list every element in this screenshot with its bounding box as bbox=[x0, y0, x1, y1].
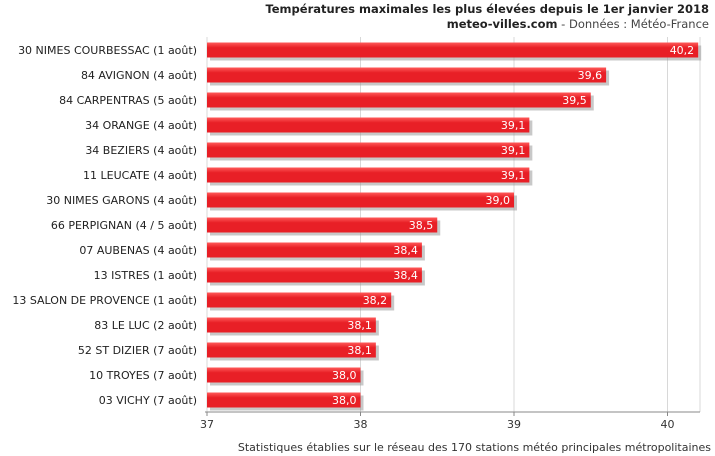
x-tick-label: 38 bbox=[354, 418, 368, 431]
bar[interactable] bbox=[207, 67, 607, 83]
category-label: 13 ISTRES (1 août) bbox=[94, 269, 197, 282]
footer-note: Statistiques établies sur le réseau des … bbox=[237, 441, 711, 454]
bar[interactable] bbox=[207, 242, 422, 258]
bar[interactable] bbox=[207, 367, 361, 383]
value-label: 39,1 bbox=[501, 144, 526, 157]
value-label: 38,4 bbox=[393, 244, 418, 257]
value-label: 38,0 bbox=[332, 369, 357, 382]
category-label: 83 LE LUC (2 août) bbox=[94, 319, 197, 332]
bar[interactable] bbox=[207, 142, 530, 158]
category-label: 11 LEUCATE (4 août) bbox=[83, 169, 197, 182]
category-label: 30 NIMES COURBESSAC (1 août) bbox=[18, 44, 197, 57]
bar[interactable] bbox=[207, 217, 438, 233]
bar[interactable] bbox=[207, 292, 392, 308]
category-label: 13 SALON DE PROVENCE (1 août) bbox=[12, 294, 197, 307]
value-label: 38,1 bbox=[347, 344, 372, 357]
value-label: 39,5 bbox=[562, 94, 587, 107]
category-label: 52 ST DIZIER (7 août) bbox=[78, 344, 197, 357]
x-tick-label: 37 bbox=[200, 418, 214, 431]
bar[interactable] bbox=[207, 267, 422, 283]
x-tick-label: 39 bbox=[507, 418, 521, 431]
data-source: - Données : Météo-France bbox=[557, 17, 709, 31]
value-label: 38,4 bbox=[393, 269, 418, 282]
value-label: 38,0 bbox=[332, 394, 357, 407]
value-label: 39,1 bbox=[501, 169, 526, 182]
bar[interactable] bbox=[207, 167, 530, 183]
x-axis: 37 38 39 40 bbox=[200, 411, 700, 431]
site-name[interactable]: meteo-villes.com bbox=[446, 17, 558, 31]
value-label: 38,1 bbox=[347, 319, 372, 332]
bar[interactable] bbox=[207, 42, 699, 58]
bar[interactable] bbox=[207, 192, 514, 208]
value-label: 38,5 bbox=[409, 219, 434, 232]
value-label: 40,2 bbox=[670, 44, 695, 57]
category-label: 84 CARPENTRAS (5 août) bbox=[59, 94, 197, 107]
bar[interactable] bbox=[207, 392, 361, 408]
value-label: 39,1 bbox=[501, 119, 526, 132]
chart-title: Températures maximales les plus élevées … bbox=[265, 2, 709, 16]
category-label: 34 BEZIERS (4 août) bbox=[85, 144, 197, 157]
x-tick-label: 40 bbox=[661, 418, 675, 431]
category-label: 66 PERPIGNAN (4 / 5 août) bbox=[51, 219, 197, 232]
category-label: 10 TROYES (7 août) bbox=[89, 369, 197, 382]
chart-subtitle: meteo-villes.com - Données : Météo-Franc… bbox=[447, 17, 709, 31]
category-label: 03 VICHY (7 août) bbox=[99, 394, 197, 407]
value-label: 39,0 bbox=[486, 194, 511, 207]
bar[interactable] bbox=[207, 117, 530, 133]
bar[interactable] bbox=[207, 92, 591, 108]
category-label: 07 AUBENAS (4 août) bbox=[79, 244, 197, 257]
bars: 30 NIMES COURBESSAC (1 août) 40,2 84 AVIGN… bbox=[12, 42, 702, 411]
value-label: 39,6 bbox=[578, 69, 603, 82]
bar[interactable] bbox=[207, 342, 376, 358]
bar[interactable] bbox=[207, 317, 376, 333]
category-label: 34 ORANGE (4 août) bbox=[85, 119, 197, 132]
category-label: 30 NIMES GARONS (4 août) bbox=[46, 194, 197, 207]
category-label: 84 AVIGNON (4 août) bbox=[81, 69, 197, 82]
value-label: 38,2 bbox=[363, 294, 388, 307]
